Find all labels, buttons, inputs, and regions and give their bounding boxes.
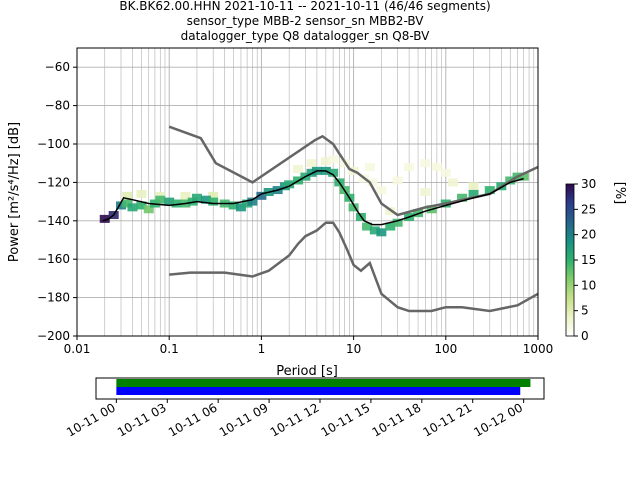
heatmap-cell: [235, 203, 246, 212]
heatmap-cell: [306, 159, 317, 168]
timeline-tick-label: 10-11 00: [64, 400, 118, 439]
colorbar-tick-label: 15: [581, 253, 596, 267]
heatmap-cell: [468, 182, 479, 191]
heatmap-cell: [420, 159, 431, 168]
heatmap-cell: [293, 164, 304, 173]
colorbar-tick-label: 10: [581, 278, 596, 292]
heatmap-cell: [376, 228, 387, 237]
colorbar-tick-label: 5: [581, 304, 589, 318]
heatmap-cell: [369, 226, 380, 235]
heatmap-cell: [328, 155, 339, 164]
heatmap-cell: [440, 168, 451, 177]
heatmap-cell: [122, 191, 133, 200]
heatmap-cell: [122, 199, 133, 208]
heatmap-cell: [320, 157, 331, 166]
heatmap-cell: [164, 197, 175, 206]
heatmap-cell: [247, 197, 258, 206]
colorbar-tick-label: 25: [581, 202, 596, 216]
timeline-tick-label: 10-11 21: [421, 400, 475, 439]
x-axis-label: Period [s]: [276, 364, 338, 379]
title-line-1: BK.BK62.00.HHN 2021-10-11 -- 2021-10-11 …: [119, 0, 490, 13]
x-tick-label: 0.01: [64, 342, 91, 356]
heatmap-cell: [208, 191, 219, 200]
y-axis-ticks: −200 −180 −160 −140 −120 −100 −80 −60: [37, 60, 77, 343]
timeline-tick-label: 10-11 12: [268, 400, 322, 439]
heatmap-cell: [200, 195, 211, 204]
timeline-bar: [116, 387, 521, 395]
nlnm-curve: [169, 221, 539, 313]
timeline-tick-label: 10-11 18: [370, 400, 424, 439]
heatmap-cell: [392, 218, 403, 227]
heatmap-cell: [228, 201, 239, 210]
heatmap-cell: [376, 186, 387, 195]
timeline-tick-label: 10-12 00: [471, 400, 525, 439]
heatmap-cell: [208, 197, 219, 206]
y-tick-label: −80: [45, 99, 70, 113]
title-line-3: datalogger_type Q8 datalogger_sn Q8-BV: [181, 29, 431, 43]
heatmap-cell: [191, 193, 202, 202]
heatmap-cell: [99, 214, 110, 223]
ppsd-plot: 0.01 0.1 1 10 100 1000 −200 −180 −160 −140 −120 −1…: [37, 47, 554, 356]
x-tick-label: 1000: [523, 342, 554, 356]
colorbar-ticks: 0 5 10 15 20 25 30: [574, 177, 596, 343]
timeline-tick-label: 10-11 06: [166, 400, 220, 439]
heatmap-cell: [115, 201, 126, 210]
heatmap-cell: [518, 172, 529, 181]
heatmap-cell: [468, 189, 479, 198]
heatmap-cell: [155, 195, 166, 204]
y-tick-label: −180: [37, 291, 70, 305]
y-axis-label: Power [m²/s⁴/Hz] [dB]: [7, 122, 22, 262]
heatmap-cells: [99, 155, 529, 237]
heatmap-cell: [136, 201, 147, 210]
timeline-bars: [116, 379, 531, 395]
x-tick-label: 1: [258, 342, 266, 356]
colorbar-tick-label: 20: [581, 228, 596, 242]
timeline-tick-label: 10-11 15: [319, 400, 373, 439]
heatmap-cell: [420, 188, 431, 196]
y-tick-label: −100: [37, 137, 70, 151]
heatmap-cell: [136, 189, 147, 198]
heatmap-cell: [404, 163, 415, 172]
x-axis-ticks: 0.01 0.1 1 10 100 1000: [64, 336, 554, 356]
nhnm-curve: [168, 125, 539, 217]
heatmap-cell: [127, 203, 138, 212]
plot-frame: [76, 47, 539, 337]
heatmap-cell: [484, 186, 495, 195]
heatmap-cell: [385, 222, 396, 231]
heatmap-cell: [143, 205, 154, 214]
y-tick-label: −120: [37, 175, 70, 189]
x-tick-label: 0.1: [160, 342, 179, 356]
heatmap-cell: [242, 199, 253, 208]
heatmap-cell: [348, 203, 359, 212]
y-tick-label: −200: [37, 329, 70, 343]
colorbar-tick-label: 30: [581, 177, 596, 191]
timeline-tick-label: 10-11 03: [115, 400, 169, 439]
timeline-tick-label: 10-11 09: [217, 400, 271, 439]
heatmap-cell: [448, 178, 459, 187]
heatmap-cell: [256, 191, 267, 200]
x-tick-label: 10: [346, 342, 361, 356]
y-tick-label: −160: [37, 252, 70, 266]
heatmap-cell: [328, 168, 339, 177]
heatmap-cell: [171, 199, 182, 208]
heatmap-cell: [180, 191, 191, 200]
heatmap-cell: [364, 163, 375, 172]
timeline-bar: [116, 379, 531, 387]
y-tick-label: −60: [45, 60, 70, 74]
y-tick-label: −140: [37, 214, 70, 228]
title-line-2: sensor_type MBB-2 sensor_sn MBB2-BV: [187, 14, 425, 28]
colorbar: [565, 183, 575, 337]
x-tick-label: 100: [434, 342, 457, 356]
colorbar-tick-label: 0: [581, 329, 589, 343]
heatmap-cell: [284, 180, 295, 189]
heatmap-cell: [457, 193, 468, 202]
mode-curve: [102, 170, 524, 226]
heatmap-cell: [431, 163, 442, 172]
colorbar-label: [%]: [612, 182, 627, 205]
heatmap-cell: [392, 176, 403, 185]
heatmap-cell: [362, 222, 373, 231]
heatmap-cell: [367, 178, 378, 187]
